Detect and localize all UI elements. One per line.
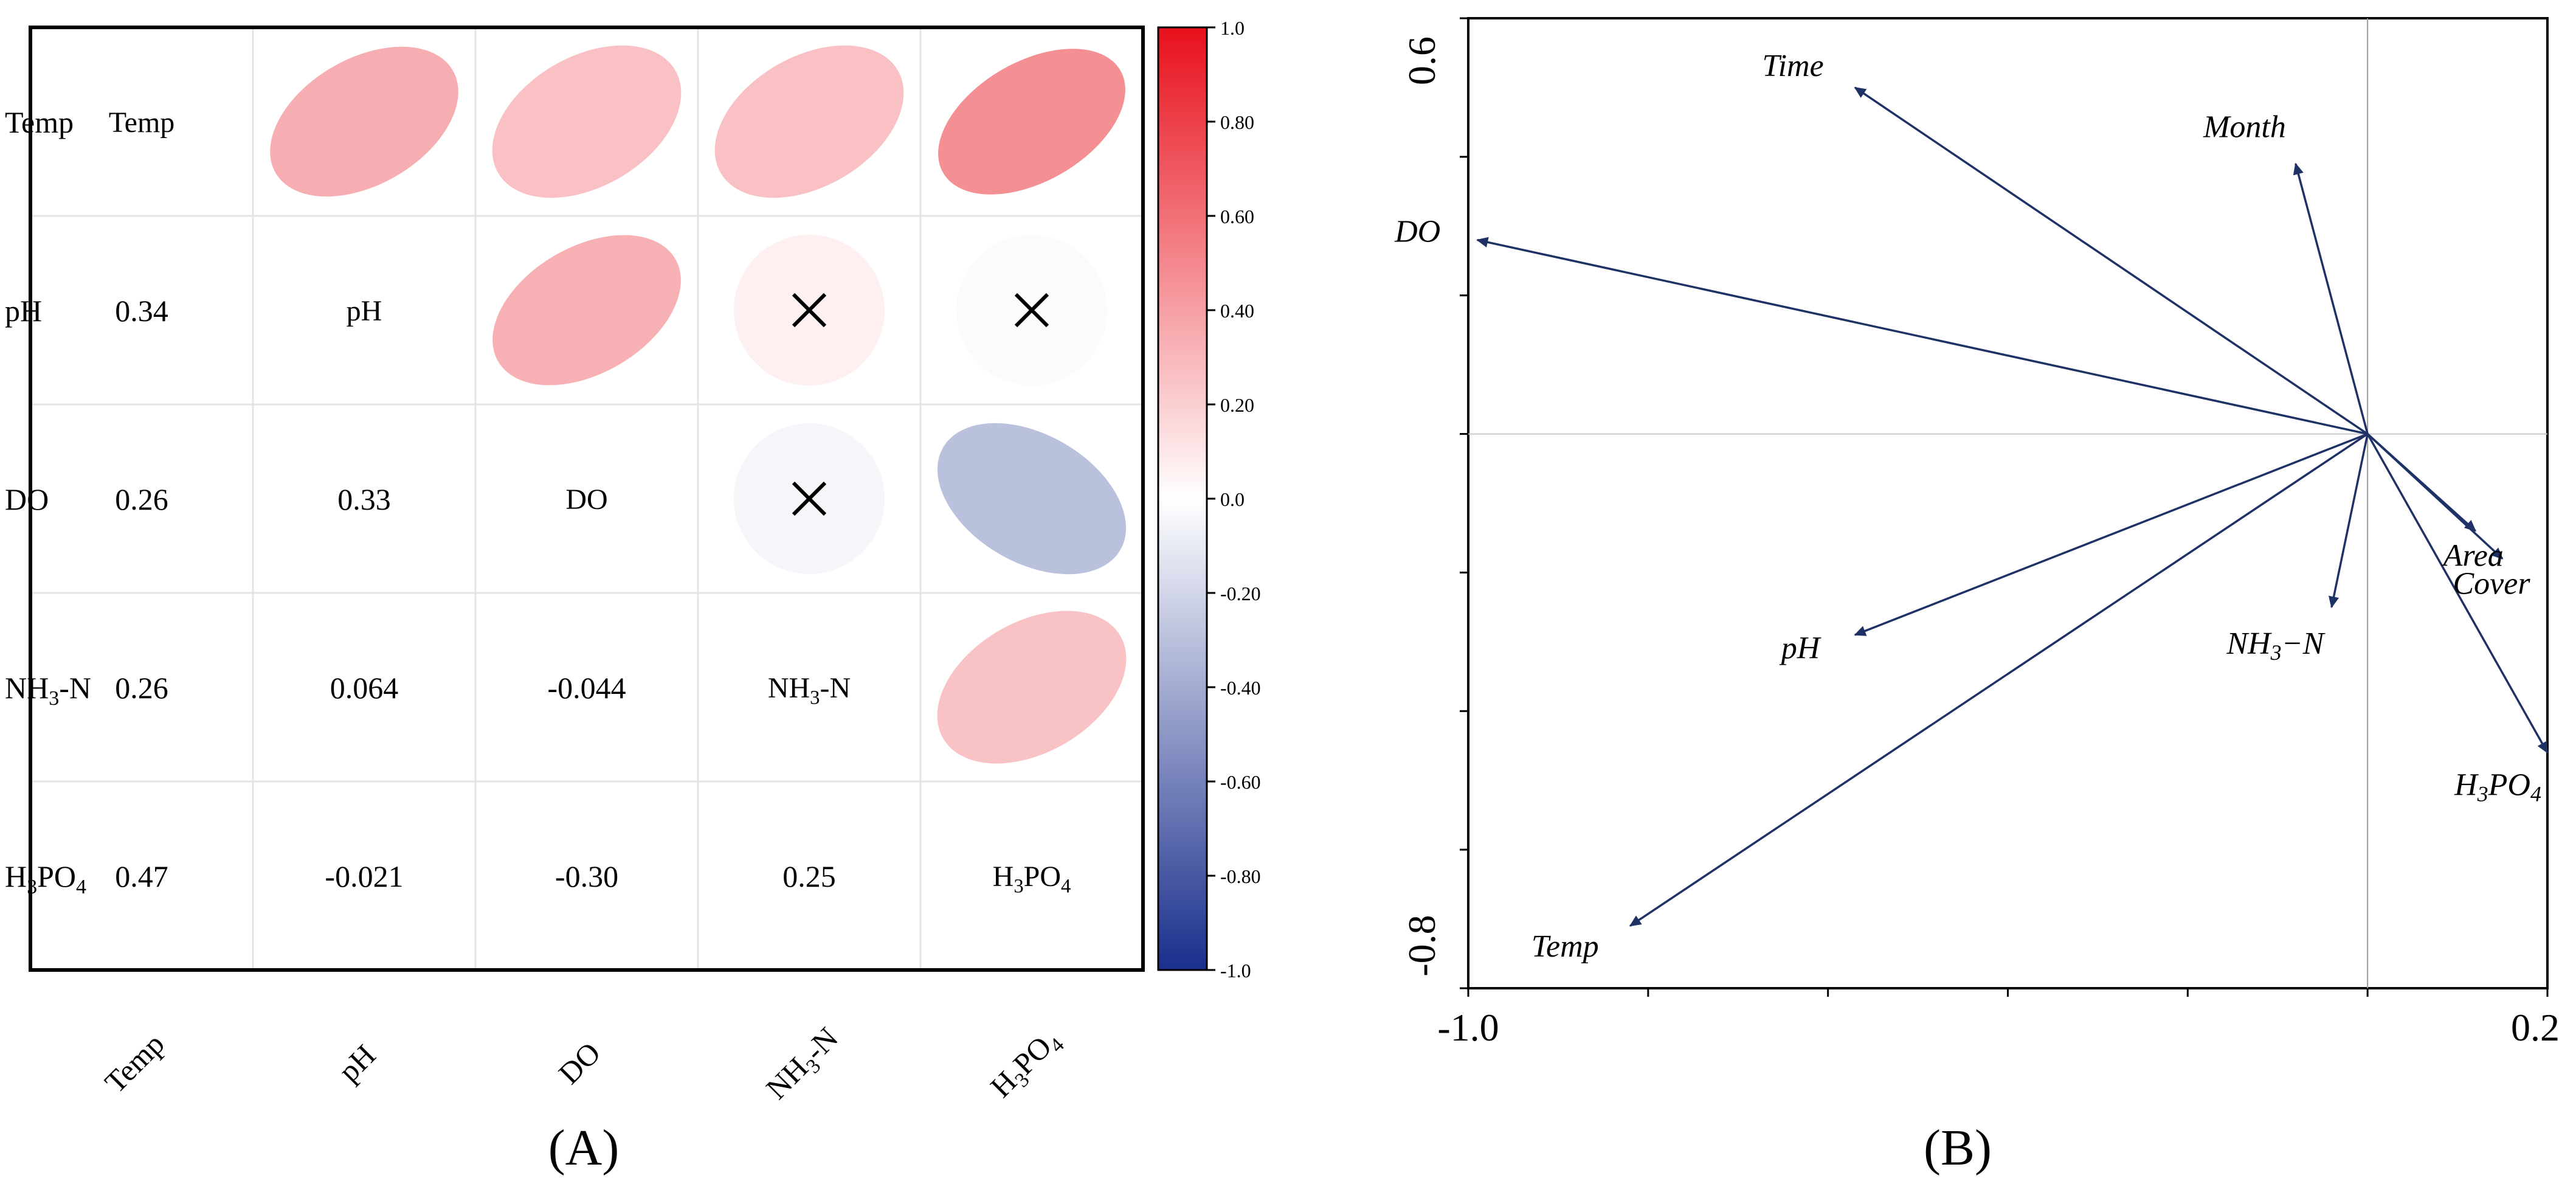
y-tick-label: -0.8 bbox=[1400, 915, 1443, 976]
arrow-label: Temp bbox=[1531, 929, 1599, 964]
arrow-time bbox=[1854, 86, 2369, 435]
arrow-ph bbox=[1854, 432, 2368, 636]
correlation-ellipse bbox=[492, 235, 681, 386]
ellipse-shape bbox=[492, 235, 681, 386]
correlation-value: -0.30 bbox=[555, 859, 618, 893]
correlation-matrix-chart: Temp 0.34 pH 0.26 0.33 DO 0.26 0.064 -0.044 NH3-N… bbox=[5, 17, 1261, 1176]
plot-frame bbox=[1467, 17, 2549, 989]
ellipse-shape bbox=[937, 611, 1127, 764]
arrow-label: Cover bbox=[2453, 567, 2530, 601]
correlation-ellipse bbox=[937, 611, 1127, 764]
colorbar-tick-label: 0.80 bbox=[1220, 111, 1254, 133]
colorbar-gradient bbox=[1157, 26, 1208, 971]
column-label: Temp bbox=[98, 1027, 171, 1100]
row-labels: Temp pH DO NH3-N H3PO4 bbox=[5, 105, 91, 898]
biplot-arrows bbox=[1476, 86, 2549, 927]
ellipse-shape bbox=[492, 45, 682, 198]
y-tick-label: 0.6 bbox=[1400, 36, 1443, 85]
column-label: NH3-N bbox=[759, 1020, 848, 1109]
column-labels: Temp pH DO NH3-N H3PO4 bbox=[98, 1020, 1069, 1109]
x-tick-label: 0.2 bbox=[2511, 1006, 2560, 1049]
colorbar-tick-label: -0.80 bbox=[1220, 865, 1261, 887]
not-significant-mark bbox=[792, 293, 827, 328]
colorbar-tick-label: 0.0 bbox=[1220, 488, 1245, 510]
correlation-panel: Temp 0.34 pH 0.26 0.33 DO 0.26 0.064 -0.044 NH3-N… bbox=[5, 17, 1261, 1176]
colorbar-tick-label: -0.40 bbox=[1220, 677, 1261, 699]
row-label: pH bbox=[5, 294, 42, 328]
matrix-grid bbox=[30, 27, 1143, 970]
not-significant-mark bbox=[792, 481, 827, 516]
ellipse-shape bbox=[270, 46, 458, 197]
correlation-value: 0.25 bbox=[782, 859, 836, 893]
correlation-value: -0.044 bbox=[547, 671, 626, 705]
colorbar: 1.0 0.80 0.60 0.40 0.20 0.0 -0.20 -0.40 -0.60 -0.… bbox=[1157, 17, 1261, 982]
x-tick-label: -1.0 bbox=[1437, 1006, 1499, 1049]
correlation-value: 0.26 bbox=[115, 482, 168, 516]
diagonal-label: NH3-N bbox=[768, 672, 851, 709]
arrow-temp bbox=[1629, 433, 2369, 927]
arrow-label: pH bbox=[1779, 631, 1822, 666]
correlation-value: 0.47 bbox=[115, 859, 168, 893]
not-significant-mark bbox=[1014, 293, 1049, 328]
colorbar-tick-label: -1.0 bbox=[1220, 960, 1251, 982]
arrow-label: Month bbox=[2203, 109, 2286, 144]
panel-a-caption: (A) bbox=[548, 1120, 620, 1176]
arrow-label: Area bbox=[2442, 539, 2504, 573]
ellipse-shape bbox=[938, 49, 1125, 195]
arrow-label: DO bbox=[1394, 214, 1440, 249]
diagonal-label: H3PO4 bbox=[993, 861, 1071, 898]
correlation-ellipse bbox=[270, 46, 458, 197]
correlation-value: -0.021 bbox=[325, 859, 403, 893]
colorbar-tick-label: -0.20 bbox=[1220, 583, 1261, 604]
correlation-ellipse bbox=[937, 423, 1127, 575]
correlation-value: 0.34 bbox=[115, 294, 168, 328]
matrix-frame bbox=[29, 26, 1145, 972]
column-label: pH bbox=[332, 1038, 382, 1089]
colorbar-tick-label: 0.60 bbox=[1220, 206, 1254, 227]
colorbar-tick-label: 0.40 bbox=[1220, 300, 1254, 322]
arrow-nh3-n bbox=[2328, 434, 2369, 609]
correlation-ellipse bbox=[714, 45, 904, 198]
arrow-cover bbox=[2366, 433, 2504, 559]
correlation-value: 0.26 bbox=[115, 671, 168, 705]
arrow-label: Time bbox=[1763, 49, 1824, 83]
correlation-ellipse bbox=[938, 49, 1125, 195]
colorbar-tick-label: 1.0 bbox=[1220, 17, 1245, 39]
correlation-value: 0.33 bbox=[337, 482, 391, 516]
column-label: H3PO4 bbox=[984, 1022, 1069, 1107]
arrow-h3po4 bbox=[2366, 433, 2549, 754]
correlation-ellipse bbox=[956, 235, 1107, 386]
correlation-ellipse bbox=[734, 423, 885, 574]
colorbar-tick-label: 0.20 bbox=[1220, 394, 1254, 416]
arrow-do bbox=[1476, 237, 2368, 435]
row-label: H3PO4 bbox=[5, 859, 86, 898]
diagonal-label: pH bbox=[347, 295, 382, 327]
panel-b-caption: (B) bbox=[1924, 1120, 1992, 1176]
matrix-cells: Temp 0.34 pH 0.26 0.33 DO 0.26 0.064 -0.044 NH3-N… bbox=[109, 45, 1127, 898]
colorbar-tick-label: -0.60 bbox=[1220, 771, 1261, 793]
arrow-label: NH3−N bbox=[2226, 626, 2326, 665]
row-label: NH3-N bbox=[5, 671, 91, 710]
arrow-month bbox=[2293, 162, 2369, 435]
diagonal-label: Temp bbox=[109, 106, 175, 139]
ordination-panel: -1.0 0.2 0.6 -0.8 Time Month DO Area Cover NH3−N… bbox=[1344, 0, 2576, 1192]
correlation-ellipse bbox=[734, 235, 885, 386]
ellipse-shape bbox=[937, 423, 1127, 575]
row-label: DO bbox=[5, 482, 49, 516]
biplot-axes: -1.0 0.2 0.6 -0.8 bbox=[1400, 17, 2560, 1049]
arrow-label: H3PO4 bbox=[2454, 768, 2541, 806]
diagonal-label: DO bbox=[565, 483, 607, 516]
column-label: DO bbox=[552, 1036, 607, 1091]
correlation-ellipse bbox=[492, 45, 682, 198]
ellipse-shape bbox=[714, 45, 904, 198]
correlation-value: 0.064 bbox=[330, 671, 399, 705]
row-label: Temp bbox=[5, 105, 74, 139]
